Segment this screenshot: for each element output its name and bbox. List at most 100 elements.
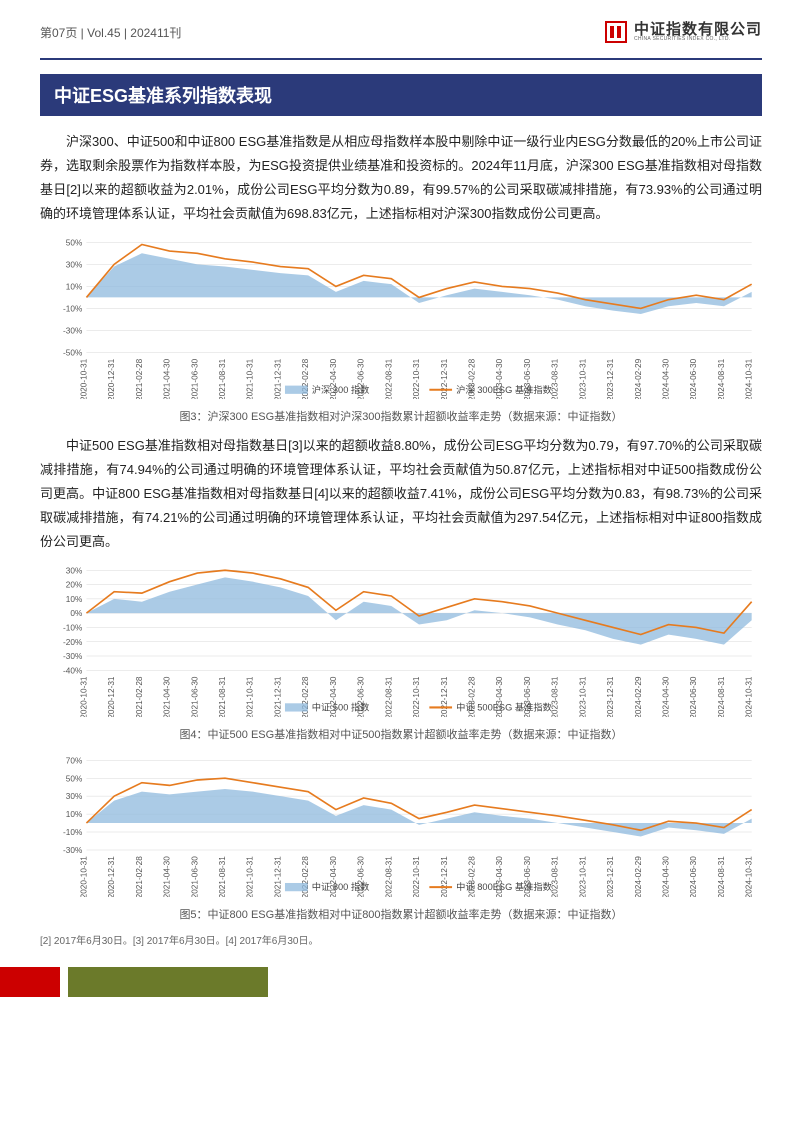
svg-text:2024-06-30: 2024-06-30 [689, 359, 698, 400]
svg-text:2023-08-31: 2023-08-31 [551, 856, 560, 897]
svg-text:2023-12-31: 2023-12-31 [606, 359, 615, 400]
svg-text:2024-04-30: 2024-04-30 [662, 856, 671, 897]
svg-text:2024-10-31: 2024-10-31 [745, 677, 754, 718]
svg-text:2021-04-30: 2021-04-30 [163, 359, 172, 400]
svg-text:2021-06-30: 2021-06-30 [190, 856, 199, 897]
svg-text:2021-04-30: 2021-04-30 [163, 677, 172, 718]
svg-text:30%: 30% [66, 261, 83, 270]
svg-text:2024-02-29: 2024-02-29 [634, 359, 643, 400]
svg-text:2024-06-30: 2024-06-30 [689, 677, 698, 718]
svg-text:2022-10-31: 2022-10-31 [412, 359, 421, 400]
svg-text:2023-10-31: 2023-10-31 [578, 677, 587, 718]
footer-red-block [0, 967, 60, 997]
svg-text:-10%: -10% [63, 828, 83, 837]
svg-text:2020-12-31: 2020-12-31 [107, 856, 116, 897]
svg-text:2021-10-31: 2021-10-31 [246, 677, 255, 718]
page-number-text: 第07页 | Vol.45 | 202411刊 [40, 24, 181, 41]
svg-text:2023-08-31: 2023-08-31 [551, 677, 560, 718]
svg-text:2020-10-31: 2020-10-31 [79, 359, 88, 400]
svg-text:2023-10-31: 2023-10-31 [578, 359, 587, 400]
logo-cn-text: 中证指数有限公司 [634, 22, 762, 37]
svg-text:-10%: -10% [63, 305, 83, 314]
svg-text:2024-08-31: 2024-08-31 [717, 856, 726, 897]
svg-text:0%: 0% [70, 610, 83, 619]
svg-text:中证 800ESG 基准指数: 中证 800ESG 基准指数 [456, 881, 552, 892]
svg-text:中证 500 指数: 中证 500 指数 [312, 702, 370, 713]
svg-text:2022-08-31: 2022-08-31 [384, 677, 393, 718]
svg-text:20%: 20% [66, 581, 83, 590]
chart-3: -50% -30% -10% 10% 30% 50% 2020-10-31 2020-12-3… [40, 234, 762, 404]
svg-text:10%: 10% [66, 810, 83, 819]
svg-text:2023-12-31: 2023-12-31 [606, 677, 615, 718]
svg-text:2021-12-31: 2021-12-31 [273, 677, 282, 718]
svg-text:2024-02-29: 2024-02-29 [634, 677, 643, 718]
svg-text:2023-12-31: 2023-12-31 [606, 856, 615, 897]
svg-text:2022-12-31: 2022-12-31 [440, 359, 449, 400]
caption-4: 图4：中证500 ESG基准指数相对中证500指数累计超额收益率走势（数据来源：… [40, 726, 762, 742]
svg-text:2020-10-31: 2020-10-31 [79, 856, 88, 897]
footnote: [2] 2017年6月30日。[3] 2017年6月30日。[4] 2017年6… [40, 932, 762, 947]
svg-text:2021-10-31: 2021-10-31 [246, 359, 255, 400]
svg-text:2024-04-30: 2024-04-30 [662, 677, 671, 718]
chart-5: -30%-10%10%30%50%70%2020-10-312020-12-31… [40, 752, 762, 901]
svg-text:2024-10-31: 2024-10-31 [745, 856, 754, 897]
svg-text:30%: 30% [66, 792, 83, 801]
svg-text:2021-12-31: 2021-12-31 [273, 856, 282, 897]
caption-3: 图3：沪深300 ESG基准指数相对沪深300指数累计超额收益率走势（数据来源：… [40, 408, 762, 424]
logo-icon [604, 20, 628, 44]
svg-text:2021-08-31: 2021-08-31 [218, 677, 227, 718]
svg-text:2020-12-31: 2020-12-31 [107, 359, 116, 400]
caption-5: 图5：中证800 ESG基准指数相对中证800指数累计超额收益率走势（数据来源：… [40, 906, 762, 922]
chart-4: -40% -30% -20% -10% 0% 10% 20% 30% 2020-10-31 202… [40, 562, 762, 722]
svg-text:2023-10-31: 2023-10-31 [578, 856, 587, 897]
svg-text:2021-04-30: 2021-04-30 [163, 856, 172, 897]
svg-text:2024-08-31: 2024-08-31 [717, 359, 726, 400]
svg-text:2021-12-31: 2021-12-31 [273, 359, 282, 400]
svg-text:2022-12-31: 2022-12-31 [440, 677, 449, 718]
svg-text:2024-10-31: 2024-10-31 [745, 359, 754, 400]
svg-text:-30%: -30% [63, 846, 83, 855]
svg-text:-30%: -30% [63, 327, 83, 336]
logo-en-text: CHINA SECURITIES INDEX CO., LTD. [634, 37, 762, 42]
svg-text:2021-06-30: 2021-06-30 [190, 359, 199, 400]
svg-text:10%: 10% [66, 283, 83, 292]
svg-text:-40%: -40% [63, 667, 83, 676]
svg-text:2021-02-28: 2021-02-28 [135, 677, 144, 718]
svg-text:2024-06-30: 2024-06-30 [689, 856, 698, 897]
svg-text:2022-08-31: 2022-08-31 [384, 359, 393, 400]
svg-text:2020-10-31: 2020-10-31 [79, 677, 88, 718]
svg-text:70%: 70% [66, 756, 83, 765]
svg-text:2021-08-31: 2021-08-31 [218, 359, 227, 400]
header-divider [40, 58, 762, 60]
paragraph-1: 沪深300、中证500和中证800 ESG基准指数是从相应母指数样本股中剔除中证… [40, 130, 762, 226]
svg-text:2022-10-31: 2022-10-31 [412, 856, 421, 897]
svg-text:-50%: -50% [63, 349, 83, 358]
page-header: 第07页 | Vol.45 | 202411刊 中证指数有限公司 CHINA S… [40, 20, 762, 52]
svg-text:2022-12-31: 2022-12-31 [440, 856, 449, 897]
svg-text:50%: 50% [66, 239, 83, 248]
svg-text:2021-08-31: 2021-08-31 [218, 856, 227, 897]
svg-text:2022-08-31: 2022-08-31 [384, 856, 393, 897]
svg-text:2021-02-28: 2021-02-28 [135, 359, 144, 400]
paragraph-2: 中证500 ESG基准指数相对母指数基日[3]以来的超额收益8.80%，成份公司… [40, 434, 762, 554]
svg-text:2020-12-31: 2020-12-31 [107, 677, 116, 718]
svg-text:2021-10-31: 2021-10-31 [246, 856, 255, 897]
section-title: 中证ESG基准系列指数表现 [40, 74, 762, 116]
svg-text:10%: 10% [66, 595, 83, 604]
svg-text:2024-08-31: 2024-08-31 [717, 677, 726, 718]
svg-text:2024-02-29: 2024-02-29 [634, 856, 643, 897]
svg-text:沪深 300ESG 基准指数: 沪深 300ESG 基准指数 [456, 384, 552, 395]
svg-text:2021-06-30: 2021-06-30 [190, 677, 199, 718]
svg-text:中证 800 指数: 中证 800 指数 [312, 881, 370, 892]
svg-text:中证 500ESG 基准指数: 中证 500ESG 基准指数 [456, 702, 552, 713]
footer-olive-block [68, 967, 268, 997]
svg-text:-20%: -20% [63, 638, 83, 647]
svg-text:30%: 30% [66, 567, 83, 576]
company-logo: 中证指数有限公司 CHINA SECURITIES INDEX CO., LTD… [604, 20, 762, 44]
svg-text:-30%: -30% [63, 653, 83, 662]
svg-text:沪深 300 指数: 沪深 300 指数 [312, 384, 370, 395]
svg-text:2022-10-31: 2022-10-31 [412, 677, 421, 718]
page-footer [0, 967, 802, 997]
svg-text:2024-04-30: 2024-04-30 [662, 359, 671, 400]
svg-text:-10%: -10% [63, 624, 83, 633]
